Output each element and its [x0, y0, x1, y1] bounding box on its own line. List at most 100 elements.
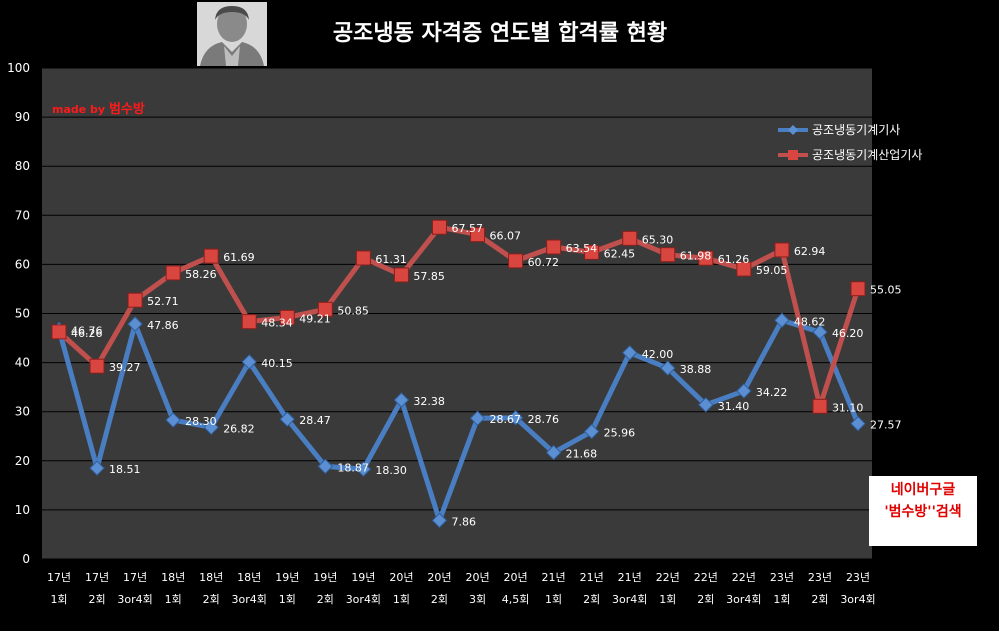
made-by-prefix: made by [52, 103, 109, 116]
series-1-data-label: 18.51 [109, 463, 141, 476]
promo-line-1: 네이버구글 [890, 482, 956, 498]
x-tick-label-year: 23년 [808, 571, 832, 584]
series-1-data-label: 21.68 [566, 448, 598, 461]
series-2-data-label: 65.30 [642, 233, 674, 246]
series-2-data-label: 63.54 [566, 242, 598, 255]
x-tick-label-year: 22년 [694, 571, 718, 584]
series-1-data-label: 27.57 [870, 419, 902, 432]
x-tick-label-round: 1회 [659, 593, 676, 606]
x-tick-label-year: 18년 [161, 571, 185, 584]
x-tick-label-round: 4,5회 [502, 593, 530, 606]
series-1-point [241, 354, 257, 370]
series-2-point [279, 309, 295, 325]
y-tick-label: 80 [15, 159, 30, 173]
x-tick-label-year: 19년 [313, 571, 337, 584]
y-tick-label: 0 [22, 552, 30, 566]
x-tick-label-round: 3or4회 [346, 593, 381, 606]
series-1-point [89, 460, 105, 476]
y-tick-label: 10 [15, 503, 30, 517]
series-1-data-label: 34.22 [756, 386, 788, 399]
series-2-point [508, 253, 524, 269]
series-2-point [51, 324, 67, 340]
series-1-point [622, 345, 638, 361]
x-tick-label-year: 17년 [85, 571, 109, 584]
x-tick-label-round: 2회 [88, 593, 105, 606]
legend-entry-1: 공조냉동기계기사 [812, 123, 900, 137]
series-lines [56, 224, 861, 523]
series-2-data-label: 61.69 [223, 251, 255, 264]
x-tick-label-year: 23년 [846, 571, 870, 584]
x-tick-label-year: 21년 [542, 571, 566, 584]
series-1-point [279, 411, 295, 427]
series-2-data-label: 39.27 [109, 361, 141, 374]
x-tick-label-round: 1회 [773, 593, 790, 606]
x-tick-label-year: 18년 [237, 571, 261, 584]
series-2-point [470, 227, 486, 243]
x-tick-label-year: 19년 [275, 571, 299, 584]
legend-entry-2: 공조냉동기계산업기사 [812, 148, 922, 162]
x-tick-label-round: 2회 [583, 593, 600, 606]
series-2-data-label: 60.72 [528, 256, 560, 269]
series-2-data-label: 66.07 [490, 230, 522, 243]
series-1-data-label: 32.38 [413, 395, 445, 408]
series-2-data-label: 57.85 [413, 270, 445, 283]
y-tick-label: 50 [15, 307, 30, 321]
series-1-point [698, 397, 714, 413]
series-1-data-label: 18.30 [375, 464, 407, 477]
x-tick-label-round: 3or4회 [726, 593, 761, 606]
series-line-1 [56, 317, 861, 523]
series-2-data-label: 50.85 [337, 304, 369, 317]
x-tick-label-year: 17년 [123, 571, 147, 584]
series-1-point [469, 410, 486, 426]
series-2-data-label: 61.31 [375, 253, 407, 266]
series-2-point [736, 261, 752, 277]
series-1-point [393, 392, 410, 408]
x-tick-label-year: 20년 [465, 571, 489, 584]
series-1-data-label: 28.76 [528, 413, 560, 426]
series-2-point [355, 250, 371, 266]
x-tick-label-year: 21년 [580, 571, 604, 584]
series-1-data-label: 38.88 [680, 363, 712, 376]
series-1-data-label: 40.15 [261, 357, 293, 370]
series-2-point [89, 358, 105, 374]
series-1-data-label: 42.00 [642, 348, 674, 361]
x-tick-label-year: 23년 [770, 571, 794, 584]
y-tick-label: 40 [15, 356, 30, 370]
x-tick-label-year: 17년 [47, 571, 71, 584]
y-tick-label: 30 [15, 405, 30, 419]
x-axis-ticks: 17년 1회 17년 2회 17년 3or4회 18년 1회 18년 2회 18년 3or4회 19년 1… [47, 571, 876, 606]
series-2-data-label: 46.26 [71, 327, 103, 340]
x-tick-label-round: 3or4회 [840, 593, 875, 606]
series-2-point [584, 244, 600, 260]
series-2-data-label: 49.21 [299, 312, 331, 325]
y-tick-label: 60 [15, 257, 30, 271]
series-1-data-label: 47.86 [147, 319, 179, 332]
x-tick-label-year: 21년 [618, 571, 642, 584]
x-tick-label-round: 2회 [317, 593, 334, 606]
x-tick-label-round: 1회 [165, 593, 182, 606]
x-tick-label-round: 2회 [697, 593, 714, 606]
series-1-point [165, 412, 181, 428]
series-1-data-label: 7.86 [451, 515, 476, 528]
series-1-point [127, 316, 143, 332]
chart-title: 공조냉동 자격증 연도별 합격률 현황 [333, 20, 667, 46]
series-1-point [583, 423, 600, 440]
series-markers [51, 219, 866, 529]
series-2-point [127, 292, 143, 308]
x-tick-label-round: 3회 [469, 593, 486, 606]
promo-box: 네이버구글 '범수방''검색 [869, 476, 977, 546]
data-labels: 46.76 18.51 47.86 28.30 26.82 40.15 28.47 18.87… [71, 222, 902, 528]
series-1-point [850, 415, 866, 432]
x-tick-label-year: 19년 [351, 571, 375, 584]
series-1-data-label: 31.40 [718, 400, 750, 413]
x-tick-label-year: 20년 [427, 571, 451, 584]
made-by-name: 범수방 [109, 101, 145, 117]
series-1-data-label: 25.96 [604, 427, 636, 440]
gridlines [42, 67, 872, 560]
series-2-data-label: 55.05 [870, 284, 902, 297]
x-tick-label-year: 20년 [389, 571, 413, 584]
x-tick-label-round: 3or4회 [612, 593, 647, 606]
series-2-point [165, 265, 181, 281]
